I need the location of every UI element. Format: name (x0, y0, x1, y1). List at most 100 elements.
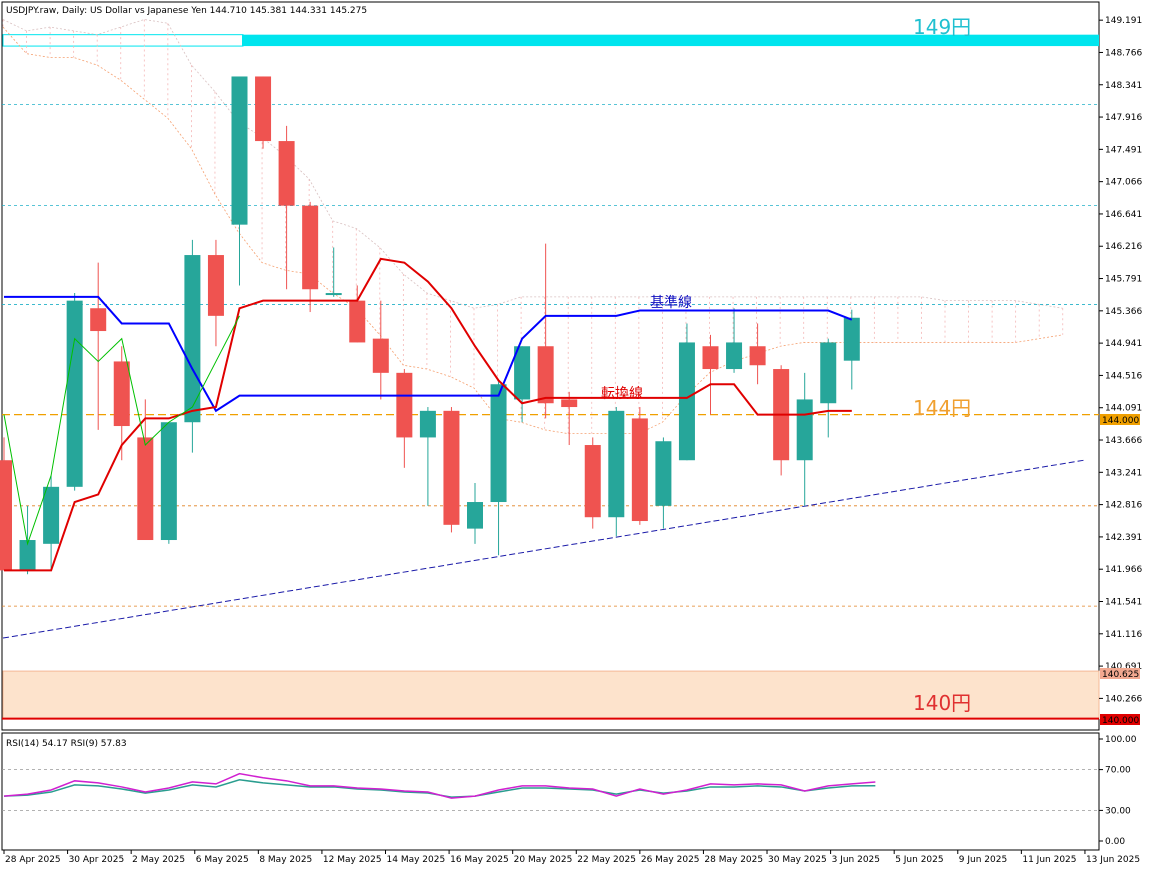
candle-body (419, 410, 436, 438)
candle-body (255, 76, 272, 142)
ichimoku-lines-layer (3, 257, 853, 572)
candle-body (584, 445, 601, 518)
time-tick-label: 28 Apr 2025 (5, 855, 61, 865)
candle-body (207, 255, 224, 316)
candle-body (749, 346, 766, 366)
trendline-layer (2, 459, 1085, 639)
price-tick-label: 141.541 (1105, 597, 1142, 607)
candle-body (113, 361, 130, 427)
price-tick-label: 141.966 (1105, 565, 1142, 575)
rsi-layer: 100.00 70.00 30.00 0.00 (2, 735, 1137, 847)
time-tick-label: 20 May 2025 (514, 855, 573, 865)
tenkan-line (4, 257, 852, 572)
price-tick-label: 146.216 (1105, 242, 1142, 252)
time-tick-label: 9 Jun 2025 (959, 855, 1007, 865)
rsi-tick-label: 30.00 (1105, 806, 1131, 816)
time-tick-label: 5 Jun 2025 (895, 855, 943, 865)
time-tick-label: 28 May 2025 (704, 855, 763, 865)
candle-body (0, 460, 12, 571)
candle-body (820, 342, 837, 404)
rsi-title: RSI(14) 54.17 RSI(9) 57.83 (6, 739, 127, 749)
price-tick-label: 141.116 (1105, 630, 1142, 640)
candle-body (90, 308, 107, 332)
candle-body (278, 141, 295, 206)
candle-body (843, 317, 860, 361)
price-tick-label: 147.491 (1105, 145, 1142, 155)
time-tick-label: 8 May 2025 (259, 855, 312, 865)
candle-body (490, 384, 507, 503)
candle-body (678, 342, 695, 461)
time-tick-label: 14 May 2025 (387, 855, 446, 865)
label-tenkan: 転換線 (601, 386, 643, 402)
time-tick-label: 12 May 2025 (323, 855, 382, 865)
price-tick-label: 144.941 (1105, 339, 1142, 349)
price-tag-144-bg (1100, 414, 1140, 425)
price-tick-label: 147.916 (1105, 113, 1142, 123)
label-140-yen: 140円 (913, 691, 971, 715)
price-tick-label: 145.366 (1105, 307, 1142, 317)
candle-body (231, 76, 248, 225)
time-tick-label: 22 May 2025 (577, 855, 636, 865)
candle-body (443, 410, 460, 525)
price-tag-140-bg (1100, 714, 1140, 725)
candle-body (655, 441, 672, 506)
price-tag-144: 144.000 (1102, 416, 1139, 426)
kijun-line (4, 295, 853, 413)
price-tag-140625-bg (1100, 668, 1140, 679)
price-tick-label: 148.341 (1105, 81, 1142, 91)
time-axis: 28 Apr 2025 30 Apr 2025 2 May 2025 6 May 20… (3, 850, 1140, 865)
time-tick-label: 6 May 2025 (196, 855, 249, 865)
label-149-yen: 149円 (913, 15, 971, 39)
price-tick-label: 143.241 (1105, 468, 1142, 478)
price-tick-label: 142.391 (1105, 533, 1142, 543)
label-144-yen: 144円 (913, 396, 971, 420)
rsi-tick-label: 0.00 (1105, 837, 1125, 847)
candles-layer (0, 76, 860, 575)
candle-body (184, 255, 201, 423)
price-tick-label: 144.091 (1105, 404, 1142, 414)
rsi-panel-frame (1, 732, 1100, 851)
candle-body (561, 399, 578, 408)
chart-title: USDJPY.raw, Daily: US Dollar vs Japanese… (6, 6, 367, 16)
support-trendline (2, 459, 1085, 639)
time-tick-label: 30 Apr 2025 (69, 855, 125, 865)
price-tag-140: 140.000 (1102, 716, 1139, 726)
price-tick-label: 149.191 (1105, 16, 1142, 26)
price-tick-label: 147.066 (1105, 178, 1142, 188)
price-tick-label: 142.816 (1105, 501, 1142, 511)
time-tick-label: 16 May 2025 (450, 855, 509, 865)
rsi-tick-label: 100.00 (1105, 735, 1137, 745)
candle-body (726, 342, 743, 370)
candle-body (396, 372, 413, 438)
candle-body (349, 300, 366, 343)
time-tick-label: 2 May 2025 (132, 855, 185, 865)
rsi9-line (3, 772, 876, 799)
candle-body (514, 346, 531, 400)
time-tick-label: 13 Jun 2025 (1086, 855, 1140, 865)
candle-body (372, 338, 389, 373)
time-tick-label: 26 May 2025 (641, 855, 700, 865)
price-tag-140625: 140.625 (1102, 670, 1139, 680)
candle-body (302, 205, 319, 290)
price-tick-label: 140.691 (1105, 662, 1142, 672)
candle-body (702, 346, 719, 370)
price-tick-label: 146.641 (1105, 210, 1142, 220)
candle-body (19, 540, 36, 571)
candle-body (631, 418, 648, 522)
cloud-layer (2, 19, 1064, 435)
label-kijun: 基準線 (650, 294, 692, 311)
chikou-line (3, 315, 240, 546)
candle-body (467, 502, 483, 529)
price-tick-label: 140.266 (1105, 694, 1142, 704)
candle-body (608, 410, 625, 518)
price-tick-label: 143.666 (1105, 436, 1142, 446)
candle-body (160, 422, 177, 541)
price-tick-label: 148.766 (1105, 48, 1142, 58)
candle-body (43, 486, 60, 544)
price-tick-label: 145.791 (1105, 275, 1142, 285)
candle-body (325, 293, 342, 296)
candle-body (66, 300, 83, 487)
time-tick-label: 3 Jun 2025 (832, 855, 880, 865)
candle-body (137, 437, 154, 541)
